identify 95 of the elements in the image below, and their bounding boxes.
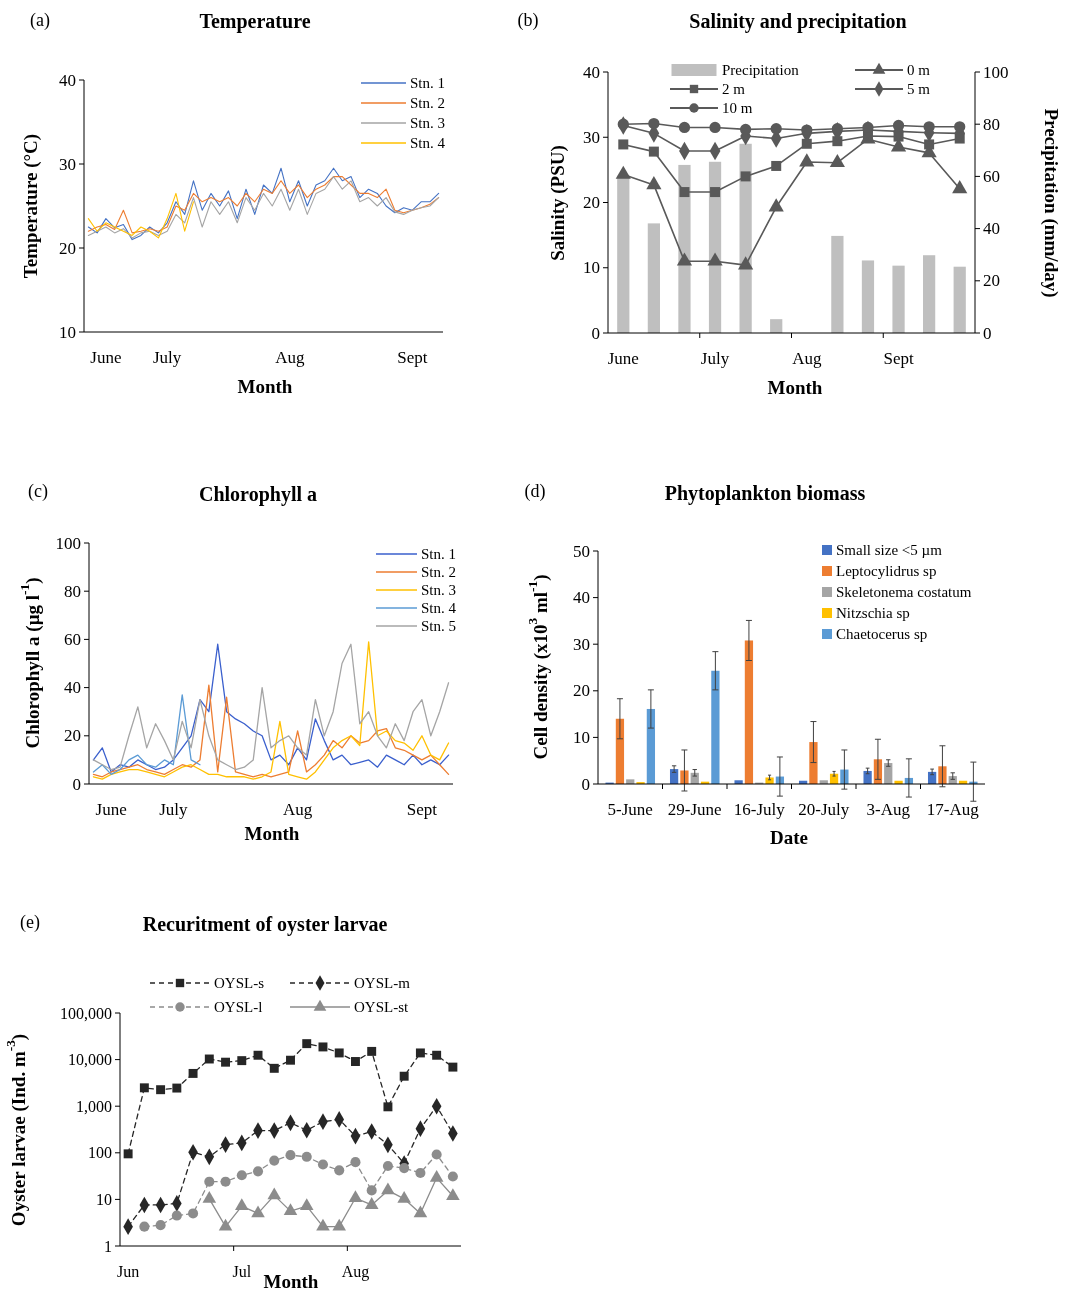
legend-label: OYSL-st [354,999,409,1015]
text: (b) [517,10,539,31]
x-tick-label: Sept [883,349,914,368]
text: (c) [28,481,48,502]
y2-tick-label: 20 [983,271,1000,291]
legend-label: Chaetocerus sp [836,626,928,642]
x-axis-title: Month [244,823,300,844]
legend-label: Stn. 5 [421,618,457,634]
y-tick-label: 30 [583,127,600,147]
chart-title: Recuritment of oyster larvae [142,913,388,936]
x-tick-label: 17-Aug [926,800,980,819]
legend-label: Stn. 2 [421,564,457,580]
y-tick-label: 0 [581,774,590,794]
x-axis-title: Month [767,377,823,398]
y-tick-label: 0 [591,323,600,343]
x-tick-label: July [159,800,189,819]
x-tick-label: 29-June [667,800,722,819]
y-tick-label: 80 [64,581,81,601]
y2-tick-label: 0 [983,323,992,343]
y-tick-label: 60 [64,629,81,649]
text: (d) [524,481,546,502]
legend-label: Small size <5 µm [836,542,943,558]
legend-label: Stn. 2 [410,95,446,111]
legend-label: Stn. 1 [410,75,446,91]
legend-label: Precipitation [722,62,800,78]
legend-label: Stn. 3 [410,115,446,131]
x-tick-label: Aug [275,348,305,367]
y-tick-label: 1 [104,1237,112,1255]
y2-tick-label: 60 [983,166,1000,186]
x-tick-label: July [153,348,182,367]
text: (e) [20,912,40,933]
chart-title: Chlorophyll a [199,483,317,506]
y-tick-label: 20 [583,193,600,212]
y-tick-label: 1,000 [76,1097,112,1115]
x-tick-label: June [607,349,639,368]
legend-label: OYSL-l [214,999,263,1015]
y-tick-label: 10 [573,727,590,747]
x-tick-label: Jul [232,1263,252,1280]
y-tick-label: 40 [583,62,600,82]
legend-label: 5 m [907,81,931,97]
chart-title: Phytoplankton biomass [664,482,866,505]
y-tick-label: 40 [59,70,76,90]
legend-label: 0 m [907,62,931,78]
y2-tick-label: 100 [983,62,1009,82]
y-tick-label: 20 [64,726,81,746]
x-tick-label: 16-July [733,800,786,819]
x-tick-label: June [95,800,127,819]
x-axis-title: Date [770,827,808,848]
legend-label: Stn. 1 [421,546,457,562]
y-tick-label: 10 [59,322,76,342]
legend-label: Stn. 4 [410,135,446,151]
legend-label: Stn. 4 [421,600,457,616]
y-tick-label: 10 [96,1190,112,1208]
chart-title: Temperature [199,10,311,33]
x-axis-title: Month [237,376,293,397]
x-tick-label: Aug [341,1263,370,1281]
y-tick-label: 100 [88,1144,112,1162]
y-tick-label: 50 [573,541,590,561]
y-tick-label: 10 [583,258,600,278]
y-axis-title: Salinity (PSU) [546,145,569,261]
y-tick-label: 100,000 [60,1004,112,1022]
x-tick-label: Aug [792,349,822,368]
y-tick-label: 40 [64,678,81,698]
x-axis-title: Month [263,1271,319,1292]
chart-title: Salinity and precipitation [689,10,907,33]
legend-label: Skeletonema costatum [836,584,972,600]
legend-label: Leptocylidrus sp [836,563,937,579]
y-tick-label: 10,000 [68,1051,112,1069]
legend-label: OYSL-m [354,975,411,991]
x-tick-label: Sept [406,800,438,819]
legend-label: Stn. 3 [421,582,457,598]
y2-axis-title: Precipitation (mm/day) [1040,108,1063,298]
x-tick-label: 20-July [798,800,850,819]
y-tick-label: 20 [573,681,590,701]
y2-tick-label: 40 [983,219,1000,239]
y-tick-label: 0 [72,774,81,794]
x-tick-label: Aug [282,800,313,819]
y-tick-label: 30 [59,154,76,174]
y-tick-label: 40 [573,588,590,608]
x-tick-label: 5-June [607,800,653,819]
y2-tick-label: 80 [983,114,1000,134]
x-tick-label: Jun [117,1263,140,1280]
x-tick-label: Sept [397,348,428,367]
x-tick-label: 3-Aug [866,800,911,819]
text: (a) [30,10,50,31]
y-tick-label: 30 [573,634,590,654]
x-tick-label: June [90,348,122,367]
x-tick-label: July [700,349,730,368]
legend-label: Nitzschia sp [836,605,910,621]
y-tick-label: 100 [55,533,81,553]
y-tick-label: 20 [59,238,76,258]
legend-label: 10 m [722,100,753,116]
legend-label: OYSL-s [214,975,265,991]
legend-label: 2 m [722,81,746,97]
y-axis-title: Temperature (°C) [19,133,42,279]
